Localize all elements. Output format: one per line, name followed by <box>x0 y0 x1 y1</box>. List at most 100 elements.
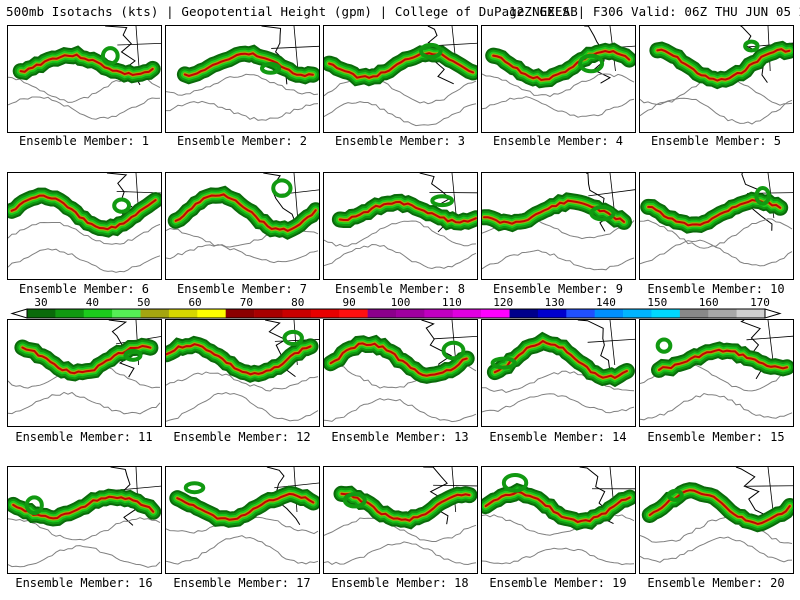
height-contour <box>640 515 793 544</box>
height-contour <box>640 218 793 249</box>
isotach-band <box>484 490 631 524</box>
height-contour <box>8 221 161 245</box>
isotach-map <box>324 467 477 566</box>
cutoff-low <box>24 495 44 515</box>
colorbar-swatch <box>112 309 141 318</box>
colorbar-swatch <box>708 309 737 318</box>
isotach-band <box>493 339 628 380</box>
isotach-band <box>174 193 317 233</box>
ensemble-member-label: Ensemble Member: 3 <box>334 134 466 148</box>
isotach-map <box>482 467 635 566</box>
ensemble-member-label: Ensemble Member: 14 <box>489 430 627 444</box>
isotach-map <box>482 320 635 414</box>
height-contour <box>324 517 477 542</box>
colorbar-tick-label: 130 <box>544 296 565 309</box>
cutoff-low <box>112 197 132 214</box>
colorbar-swatch <box>651 309 681 318</box>
ensemble-panel-18 <box>323 466 478 574</box>
ensemble-panel-19 <box>481 466 636 574</box>
height-contour <box>324 243 477 270</box>
isotach-map <box>640 467 793 563</box>
colorbar-left-arrow <box>10 308 28 319</box>
colorbar-tick-label: 50 <box>137 296 151 309</box>
cutoff-low <box>501 472 529 493</box>
height-contour <box>8 96 161 120</box>
cutoff-low <box>123 348 143 362</box>
colorbar-tick-label: 170 <box>750 296 770 309</box>
state-border <box>745 467 793 513</box>
height-contour <box>166 244 319 264</box>
isotach-map <box>8 467 161 568</box>
height-contour <box>482 249 635 271</box>
colorbar-tick-label: 110 <box>441 296 462 309</box>
ensemble-panel-1 <box>7 25 162 133</box>
height-contour <box>482 370 635 394</box>
ensemble-member-label: Ensemble Member: 2 <box>176 134 308 148</box>
colorbar-swatch <box>452 309 482 318</box>
isotach-map <box>640 173 793 267</box>
ensemble-panel-17 <box>165 466 320 574</box>
colorbar-swatch <box>168 309 198 318</box>
isotach-band <box>656 48 791 82</box>
height-contour <box>324 398 477 423</box>
cutoff-low <box>441 340 466 361</box>
height-contour <box>640 239 793 267</box>
isotach-map <box>166 467 319 565</box>
cutoff-low <box>259 62 282 75</box>
isotach-band <box>329 342 468 377</box>
cutoff-low <box>589 205 616 222</box>
ensemble-member-label: Ensemble Member: 6 <box>18 282 150 296</box>
colorbar-swatch <box>225 309 255 318</box>
height-contour <box>482 96 635 118</box>
colorbar-tick-label: 60 <box>188 296 202 309</box>
ensemble-panel-14 <box>481 319 636 427</box>
isotach-band <box>176 492 315 521</box>
isotach-band <box>338 200 477 224</box>
height-contour <box>166 371 319 392</box>
state-border <box>271 26 319 72</box>
height-contour <box>482 73 635 98</box>
colorbar-swatch <box>140 309 170 318</box>
colorbar-swatch <box>282 309 312 318</box>
ensemble-panel-15 <box>639 319 794 427</box>
state-border <box>746 320 793 366</box>
isotach-band <box>183 52 314 78</box>
ensemble-panel-20 <box>639 466 794 574</box>
isotach-map <box>640 320 793 421</box>
cutoff-low <box>271 178 293 198</box>
ensemble-panel-2 <box>165 25 320 133</box>
isotach-band <box>658 348 788 371</box>
ensemble-member-label: Ensemble Member: 12 <box>173 430 311 444</box>
isotach-map <box>324 26 477 127</box>
colorbar-swatch <box>537 309 567 318</box>
colorbar-swatch <box>566 309 595 318</box>
colorbar-tick-label: 90 <box>342 296 356 309</box>
height-contour <box>640 97 793 125</box>
ensemble-member-label: Ensemble Member: 5 <box>650 134 782 148</box>
ensemble-panel-4 <box>481 25 636 133</box>
isotach-map <box>640 26 793 125</box>
cutoff-low <box>282 329 304 347</box>
colorbar-tick-label: 140 <box>595 296 616 309</box>
isotach-map <box>166 320 319 422</box>
colorbar-swatch <box>83 309 113 318</box>
ensemble-member-label: Ensemble Member: 4 <box>492 134 624 148</box>
height-contour <box>166 391 319 422</box>
ensemble-panel-11 <box>7 319 162 427</box>
height-contour <box>640 392 793 421</box>
cutoff-low <box>183 481 206 495</box>
isotach-band <box>10 194 157 231</box>
height-contour <box>324 541 477 566</box>
height-contour <box>8 248 161 273</box>
height-contour <box>482 393 635 414</box>
isotach-map <box>324 320 477 423</box>
colorbar-tick-label: 70 <box>239 296 254 309</box>
colorbar-swatch <box>310 309 340 318</box>
cutoff-low <box>666 488 684 502</box>
cutoff-low <box>342 492 367 509</box>
colorbar-tick-label: 150 <box>647 296 668 309</box>
isotach-band <box>492 49 631 82</box>
colorbar-swatch <box>424 309 454 318</box>
height-contour <box>482 547 635 566</box>
height-contour <box>640 536 793 563</box>
